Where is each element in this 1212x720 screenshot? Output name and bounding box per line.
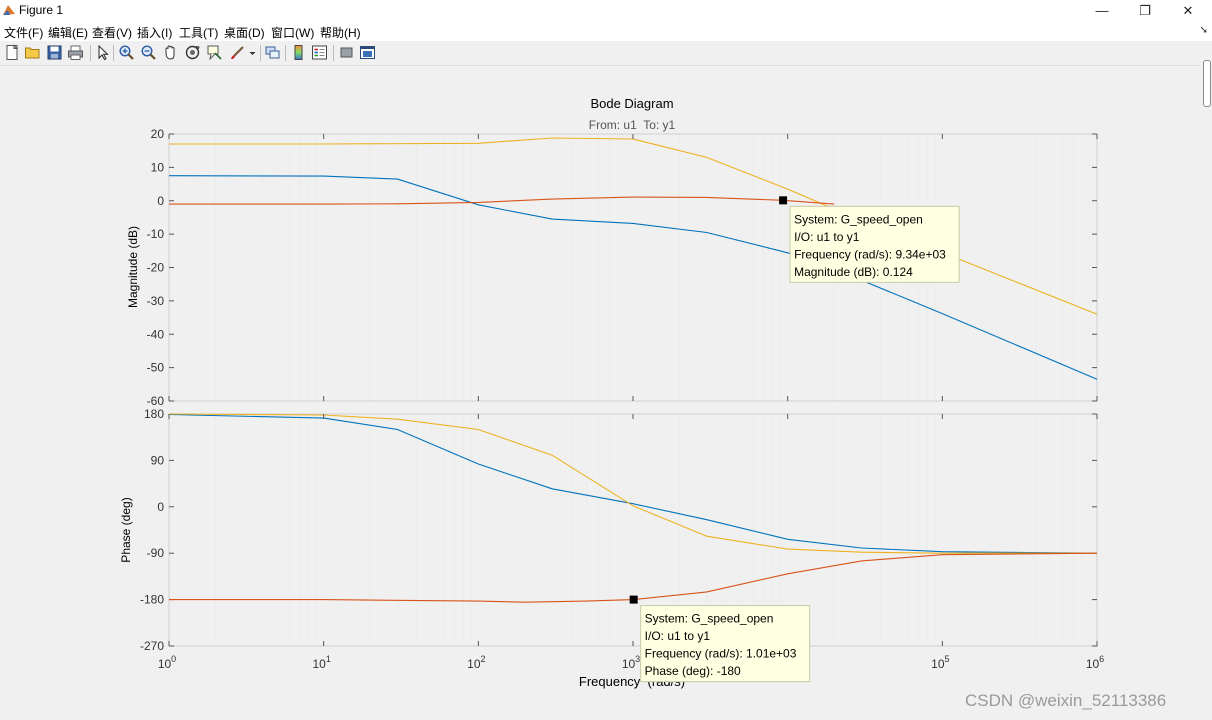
magnitude-datatip-line: System: G_speed_open bbox=[794, 212, 923, 226]
data-tips: System: G_speed_open I/O: u1 to y1 Frequen… bbox=[629, 196, 960, 683]
pointer-icon[interactable] bbox=[94, 44, 111, 61]
menu-file[interactable]: 文件(F) bbox=[4, 26, 44, 40]
menu-bar: 文件(F) 编辑(E) 查看(V) 插入(I) 工具(T) 桌面(D) 窗口(W… bbox=[0, 22, 1212, 41]
y-tick-label: -270 bbox=[140, 639, 164, 653]
close-button[interactable]: ✕ bbox=[1182, 3, 1194, 18]
x-tick-label: 100 bbox=[158, 654, 176, 671]
phase-datatip-line: Phase (deg): -180 bbox=[645, 664, 741, 678]
menu-edit[interactable]: 编辑(E) bbox=[48, 26, 88, 40]
x-tick-label: 102 bbox=[467, 654, 485, 671]
rotate-icon[interactable] bbox=[184, 44, 201, 61]
toolbar-separator bbox=[260, 45, 261, 61]
zoom-in-icon[interactable] bbox=[118, 44, 135, 61]
phase-datatip-box bbox=[640, 605, 811, 683]
magnitude-datatip-line: Frequency (rad/s): 9.34e+03 bbox=[794, 247, 946, 261]
phase-series-line bbox=[168, 413, 1097, 554]
magnitude-datatip-marker bbox=[779, 196, 788, 205]
y-tick-label: 90 bbox=[151, 453, 165, 467]
phase-series-line bbox=[168, 413, 1098, 554]
link-icon[interactable] bbox=[264, 44, 281, 61]
watermark-text: CSDN @weixin_52113386 bbox=[965, 691, 1167, 710]
pan-icon[interactable] bbox=[162, 44, 179, 61]
y-tick-label: 20 bbox=[151, 127, 165, 141]
x-tick-label: 106 bbox=[1086, 654, 1104, 671]
menu-view[interactable]: 查看(V) bbox=[92, 26, 132, 40]
minimize-button[interactable]: — bbox=[1095, 3, 1109, 18]
y-tick-label: -50 bbox=[147, 361, 165, 375]
x-tick-label: 105 bbox=[931, 654, 949, 671]
y-tick-label: -90 bbox=[147, 546, 165, 560]
window-title: Figure 1 bbox=[19, 3, 64, 17]
magnitude-series-line bbox=[169, 196, 835, 205]
insert-colorbar-icon[interactable] bbox=[290, 44, 307, 61]
new-figure-icon[interactable] bbox=[4, 44, 21, 61]
y-tick-label: 0 bbox=[157, 194, 164, 208]
insert-legend-icon[interactable] bbox=[311, 44, 328, 61]
menu-window[interactable]: 窗口(W) bbox=[271, 26, 315, 40]
chart-subtitle: From: u1 To: y1 bbox=[589, 118, 676, 132]
y-tick-label: -60 bbox=[147, 394, 165, 408]
zoom-out-icon[interactable] bbox=[140, 44, 157, 61]
restore-button[interactable]: ❐ bbox=[1139, 3, 1151, 18]
scrollbar-thumb[interactable] bbox=[1203, 60, 1211, 107]
print-icon[interactable] bbox=[67, 44, 84, 61]
y-tick-label: 10 bbox=[151, 160, 165, 174]
y-tick-label: 180 bbox=[144, 407, 164, 421]
magnitude-datatip-line: Magnitude (dB): 0.124 bbox=[794, 265, 913, 279]
brush-icon[interactable] bbox=[229, 44, 246, 61]
toolbar-separator bbox=[113, 45, 114, 61]
phase-datatip-marker bbox=[629, 595, 638, 604]
show-plot-tools-icon[interactable] bbox=[359, 44, 376, 61]
save-icon[interactable] bbox=[46, 44, 63, 61]
toolbar-separator bbox=[333, 45, 334, 61]
title-bar: Figure 1 — ❐ ✕ bbox=[0, 0, 1212, 22]
phase-datatip-line: Frequency (rad/s): 1.01e+03 bbox=[645, 647, 797, 661]
menu-desktop[interactable]: 桌面(D) bbox=[224, 26, 265, 40]
x-tick-label: 103 bbox=[622, 654, 640, 671]
y-tick-label: -40 bbox=[147, 327, 165, 341]
menu-help[interactable]: 帮助(H) bbox=[320, 26, 361, 40]
phase-datatip-line: System: G_speed_open bbox=[645, 612, 774, 626]
magnitude-datatip-line: I/O: u1 to y1 bbox=[794, 230, 860, 244]
magnitude-datatip-box bbox=[789, 205, 960, 283]
y-tick-label: -10 bbox=[147, 227, 165, 241]
hide-plot-tools-icon[interactable] bbox=[338, 44, 355, 61]
chart-title: Bode Diagram bbox=[590, 96, 673, 111]
phase-y-axis-label: Phase (deg) bbox=[119, 497, 133, 562]
magnitude-y-ticks: 20 10 0 -10 -20 -30 -40 -50 -60 bbox=[147, 127, 1097, 408]
matlab-logo-icon bbox=[3, 5, 15, 15]
bode-plot: Bode Diagram From: u1 To: y1 20100-10-20… bbox=[119, 96, 1104, 689]
menu-dock-arrow-icon[interactable]: ➘ bbox=[1199, 25, 1208, 36]
menu-tools[interactable]: 工具(T) bbox=[179, 26, 219, 40]
menu-insert[interactable]: 插入(I) bbox=[137, 26, 173, 40]
magnitude-series-line bbox=[168, 175, 1098, 380]
y-tick-label: -180 bbox=[140, 593, 164, 607]
figure-toolbar bbox=[0, 41, 1212, 66]
y-tick-label: -20 bbox=[147, 261, 165, 275]
toolbar-separator bbox=[90, 45, 91, 61]
phase-datatip-line: I/O: u1 to y1 bbox=[645, 629, 711, 643]
data-cursor-icon[interactable] bbox=[206, 44, 223, 61]
vertical-scrollbar[interactable] bbox=[1200, 58, 1212, 720]
brush-dropdown-arrow-icon[interactable] bbox=[248, 44, 257, 61]
figure-canvas: Bode Diagram From: u1 To: y1 20 10 0 -10 -20… bbox=[0, 66, 1200, 720]
x-tick-label: 101 bbox=[312, 654, 330, 671]
magnitude-y-axis-label: Magnitude (dB) bbox=[126, 226, 140, 308]
y-tick-label: 0 bbox=[157, 500, 164, 514]
open-file-icon[interactable] bbox=[24, 44, 41, 61]
toolbar-separator bbox=[285, 45, 286, 61]
y-tick-label: -30 bbox=[147, 294, 165, 308]
